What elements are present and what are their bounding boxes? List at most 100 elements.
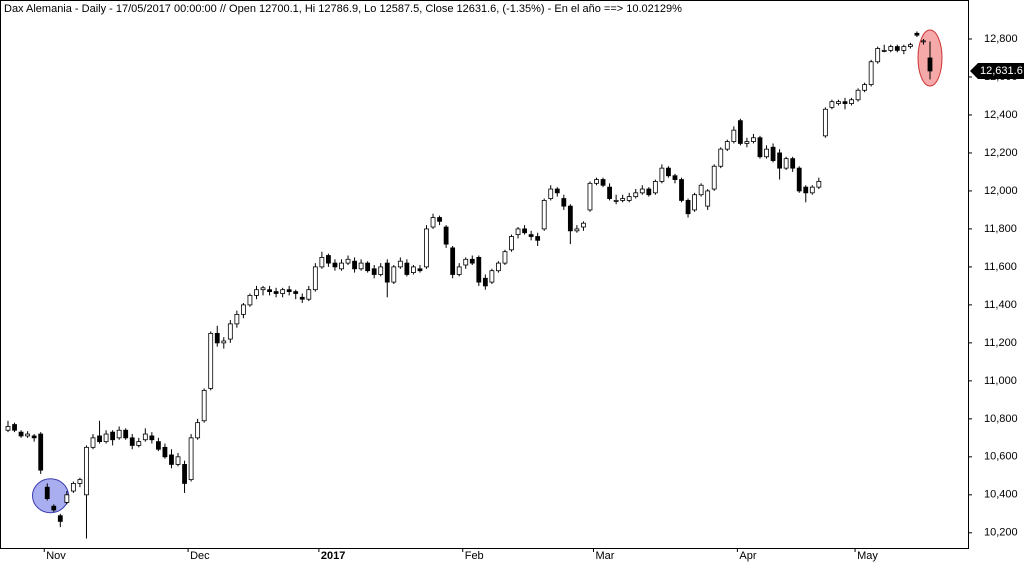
candle-body: [862, 84, 868, 91]
plot-frame: [0, 0, 969, 549]
candle-body: [502, 251, 508, 264]
y-tick-label: 12,400: [984, 109, 1018, 121]
candle-body: [463, 258, 469, 266]
candle-body: [535, 236, 541, 241]
x-tick-label: May: [857, 550, 878, 562]
candle-body: [633, 192, 639, 198]
candle-body: [136, 441, 142, 446]
candle-body: [25, 433, 31, 437]
y-tick-label: 12,800: [984, 33, 1018, 45]
candle-body: [397, 260, 403, 268]
candle-body: [90, 437, 96, 448]
candle-body: [652, 181, 658, 194]
y-tick-label: 10,600: [984, 451, 1018, 463]
candle-body: [456, 266, 462, 275]
candle-body: [155, 441, 161, 450]
y-tick-label: 11,000: [984, 375, 1017, 387]
candle-body: [757, 137, 763, 158]
candle-body: [437, 217, 442, 222]
candle-body: [829, 101, 835, 108]
candle-body: [901, 46, 907, 51]
candle-body: [567, 205, 573, 232]
candle-body: [620, 198, 626, 201]
candle-body: [875, 48, 881, 63]
candle-body: [842, 101, 848, 104]
y-tick-label: 11,200: [984, 337, 1017, 349]
candle-body: [790, 158, 796, 169]
candle-body: [600, 179, 606, 186]
candle-body: [914, 32, 920, 36]
candle-body: [724, 141, 730, 150]
candle-body: [482, 277, 488, 287]
candle-body: [31, 435, 37, 439]
candle-body: [110, 431, 116, 441]
candle-body: [881, 49, 887, 52]
candle-body: [234, 313, 240, 325]
candle-body: [450, 247, 456, 275]
candle-body: [97, 435, 102, 443]
candle-body: [260, 287, 266, 291]
candle-body: [822, 108, 828, 137]
candle-body: [679, 179, 684, 201]
candle-body: [18, 431, 24, 437]
candle-body: [129, 437, 135, 446]
candle-body: [522, 228, 527, 234]
candle-body: [293, 291, 299, 294]
candle-body: [796, 167, 802, 192]
candle-body: [424, 228, 429, 268]
candle-body: [594, 179, 599, 184]
candle-body: [326, 255, 331, 264]
candle-body: [77, 479, 83, 484]
candle-body: [692, 194, 697, 211]
candle-body: [44, 486, 50, 500]
candle-body: [312, 266, 318, 291]
candle-body: [849, 99, 854, 104]
candle-body: [57, 515, 63, 522]
candle-body: [371, 268, 377, 275]
candle-body: [162, 446, 168, 458]
candle-body: [306, 289, 312, 300]
candle-body: [607, 186, 612, 199]
candle-body: [548, 188, 554, 199]
y-tick-label: 11,400: [984, 299, 1017, 311]
x-tick-label: Nov: [46, 550, 66, 562]
candle-body: [51, 505, 57, 511]
candle-body: [116, 429, 122, 439]
candle-body: [358, 262, 364, 270]
y-tick-label: 10,800: [984, 413, 1018, 425]
candle-body: [221, 340, 227, 344]
candle-body: [855, 89, 861, 101]
x-tick-label: Apr: [739, 550, 756, 562]
x-tick-label: Dec: [190, 550, 210, 562]
candle-body: [123, 429, 129, 439]
candle-body: [142, 433, 148, 441]
candle-body: [698, 184, 704, 196]
candle-body: [443, 226, 449, 245]
candle-body: [587, 182, 593, 211]
candle-body: [777, 152, 783, 169]
candle-body: [299, 296, 305, 300]
candle-body: [783, 158, 789, 169]
candle-body: [417, 268, 423, 272]
candle-body: [319, 257, 325, 268]
candle-body: [711, 165, 717, 190]
candle-body: [666, 167, 671, 177]
last-price-marker: [970, 62, 1024, 79]
candle-body: [286, 289, 292, 292]
candle-body: [705, 190, 711, 207]
x-tick-label: 2017: [321, 550, 345, 562]
y-tick-label: 11,600: [984, 261, 1017, 273]
candle-body: [64, 494, 70, 503]
candle-body: [541, 200, 547, 230]
candle-body: [103, 433, 109, 443]
candle-body: [581, 222, 586, 228]
candle-body: [613, 200, 619, 202]
candle-body: [378, 266, 384, 275]
candle-body: [868, 61, 874, 85]
candle-body: [430, 217, 436, 228]
candle-body: [476, 257, 482, 283]
candle-body: [554, 188, 560, 194]
y-tick-label: 11,800: [984, 223, 1017, 235]
candle-body: [888, 46, 894, 51]
